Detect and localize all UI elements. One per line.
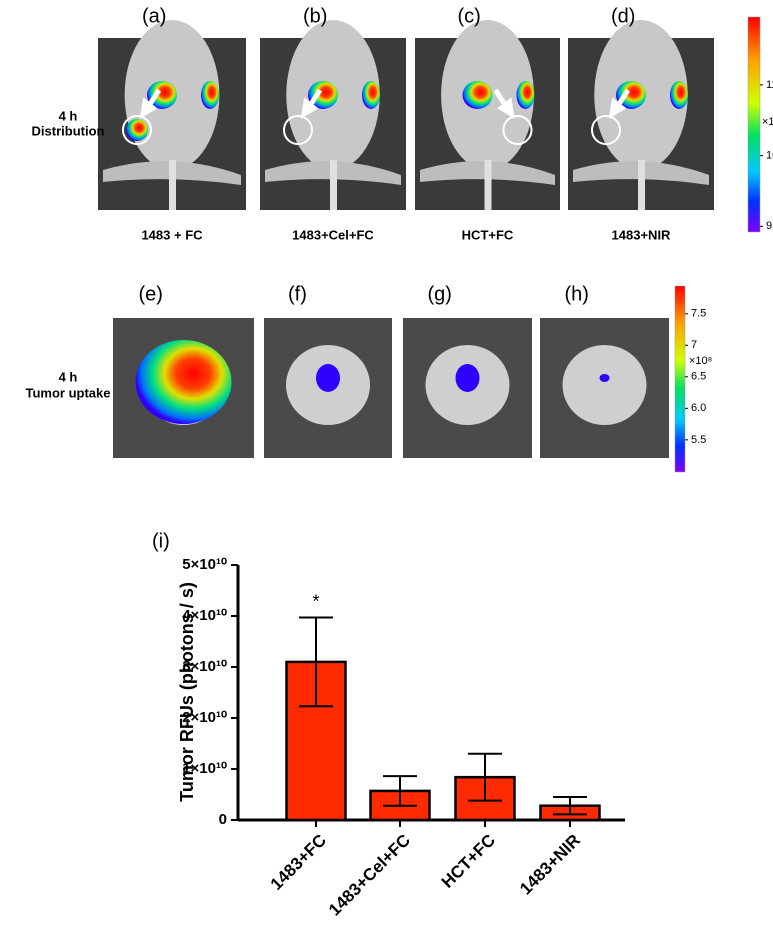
colorbar-multiplier: ×10⁸ <box>689 355 712 367</box>
colorbar-tick-label: 11.0 <box>766 79 773 91</box>
tail <box>169 160 176 210</box>
group-label: 1483+NIR <box>612 227 672 242</box>
error-bar <box>553 796 587 816</box>
tail <box>638 160 645 210</box>
panel-label: (i) <box>152 530 170 552</box>
colorbar <box>747 16 761 233</box>
colorbar <box>674 285 686 473</box>
error-bar <box>383 775 417 807</box>
panel-label: (e) <box>139 283 163 305</box>
y-tick-label: 2×10¹⁰ <box>182 709 227 726</box>
arrow <box>493 88 515 119</box>
colorbar-tick-label: 7.5 <box>691 308 706 320</box>
image-panels <box>98 20 714 458</box>
group-label: 1483 + FC <box>141 227 203 242</box>
row-label: Tumor uptake <box>26 385 111 400</box>
y-axis-label: Tumor RFUs (photons / s) <box>177 582 197 802</box>
signal <box>616 81 646 109</box>
signal <box>599 374 610 382</box>
x-tick-label: 1483+FC <box>267 831 330 894</box>
colorbar-tick-label: 6.5 <box>691 371 706 383</box>
y-tick-label: 1×10¹⁰ <box>182 760 227 777</box>
colorbar-tick-label: 5.5 <box>691 434 706 446</box>
group-label: HCT+FC <box>462 227 514 242</box>
y-tick-label: 4×10¹⁰ <box>182 607 227 624</box>
panel-label: (g) <box>428 283 452 305</box>
tumor-circle <box>591 115 621 145</box>
arrow <box>608 88 631 119</box>
signal <box>316 364 340 392</box>
tail <box>330 160 337 210</box>
signal <box>201 81 219 109</box>
colorbar-tick-label: 9.0 <box>766 220 773 232</box>
panel-label: (c) <box>458 5 481 27</box>
colorbar-multiplier: ×10⁸ <box>762 116 773 128</box>
tumor-circle <box>122 115 152 145</box>
error-bar <box>468 752 502 802</box>
tumor-circle <box>283 115 313 145</box>
signal <box>670 81 688 109</box>
panel-label: (h) <box>565 283 589 305</box>
error-bar <box>299 616 333 708</box>
y-tick-label: 3×10¹⁰ <box>182 658 227 675</box>
signal <box>147 81 177 109</box>
signal <box>516 81 535 109</box>
y-tick-label: 5×10¹⁰ <box>182 556 227 573</box>
x-tick-label: 1483+NIR <box>516 831 584 899</box>
panel-label: (f) <box>288 283 307 305</box>
arrow <box>300 88 323 119</box>
panel-label: (a) <box>142 5 166 27</box>
arrow <box>139 88 162 119</box>
x-tick-label: 1483+Cel+FC <box>325 831 414 920</box>
signal <box>308 81 338 109</box>
signal <box>362 81 380 109</box>
y-tick-label: 0 <box>219 811 227 828</box>
colorbar-tick-label: 10.0 <box>766 150 773 162</box>
signal <box>126 119 148 141</box>
x-tick-label: HCT+FC <box>438 831 499 892</box>
row-time: 4 h <box>59 108 78 123</box>
tumor-circle <box>502 115 533 145</box>
group-label: 1483+Cel+FC <box>292 227 374 242</box>
panel-label: (b) <box>303 5 327 27</box>
tumor <box>562 345 647 425</box>
signal <box>462 81 493 109</box>
panel-label: (d) <box>611 5 635 27</box>
colorbar-tick-label: 7 <box>691 339 697 351</box>
tail <box>484 160 492 210</box>
colorbar-tick-label: 6.0 <box>691 402 706 414</box>
row-time: 4 h <box>59 369 78 384</box>
row-label: Distribution <box>32 123 105 138</box>
significance: * <box>312 591 319 611</box>
signal <box>455 364 480 392</box>
signal <box>135 340 232 424</box>
